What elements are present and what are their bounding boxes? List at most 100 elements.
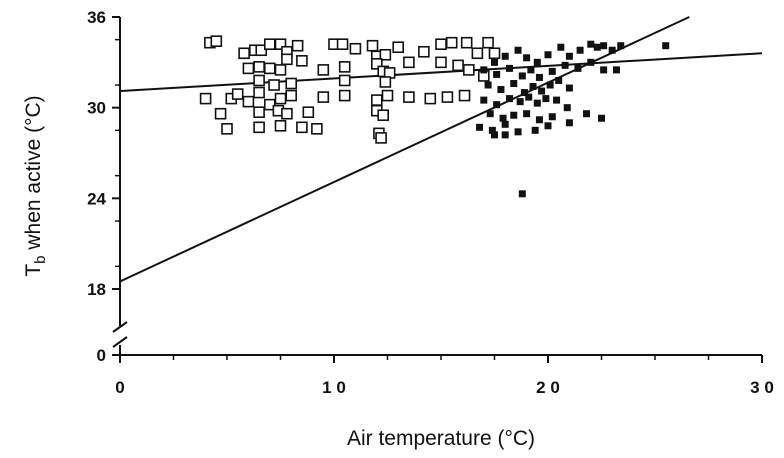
open-square-point [253, 74, 265, 87]
filled-square-point [546, 81, 554, 89]
x-tick-label: 1 0 [322, 378, 346, 397]
filled-square-point [538, 87, 546, 95]
open-square-point [441, 91, 454, 103]
open-square-point [452, 59, 464, 72]
filled-square-point [476, 123, 484, 131]
y-tick-label: 24 [87, 189, 106, 208]
filled-square-point [527, 66, 535, 74]
open-square-point [366, 39, 379, 52]
filled-square-point [565, 84, 573, 92]
filled-square-point [600, 42, 608, 50]
filled-square-point [501, 131, 509, 139]
regression-lines [119, 16, 763, 283]
open-square-point [285, 89, 298, 102]
open-square-point [377, 109, 390, 122]
open-square-point [231, 88, 244, 100]
open-square-point [274, 64, 287, 76]
filled-square-point [583, 110, 591, 118]
open-square-point [253, 121, 265, 134]
filled-square-point [505, 64, 513, 72]
open-square-point [285, 77, 298, 90]
filled-square-point [480, 96, 488, 104]
filled-square-point [486, 110, 494, 118]
open-square-point [263, 98, 276, 111]
filled-square-point [520, 89, 528, 97]
filled-square-point [544, 51, 552, 59]
open-square-point [221, 123, 233, 135]
open-square-point [274, 92, 287, 105]
filled-square-point [608, 46, 616, 54]
open-square-point [336, 38, 349, 51]
filled-square-point [491, 131, 498, 139]
open-square-point [268, 79, 280, 91]
open-square-point [338, 61, 351, 73]
filled-square-point [514, 46, 522, 54]
open-square-point [274, 38, 287, 51]
open-square-point [291, 39, 304, 52]
open-square-point [253, 61, 265, 73]
open-square-point [424, 92, 437, 105]
filled-square-point [529, 83, 537, 91]
open-square-point [370, 94, 383, 106]
open-square-point [445, 36, 458, 49]
open-square-point [338, 74, 351, 87]
filled-square-point [557, 43, 565, 51]
filled-square-point [576, 46, 584, 54]
y-tick-label: 30 [87, 99, 106, 118]
filled-square-point [555, 76, 563, 84]
filled-square-point [493, 70, 501, 78]
filled-square-point [574, 64, 582, 72]
filled-square-point [553, 96, 561, 104]
open-square-point [338, 89, 351, 102]
filled-square-point [535, 73, 543, 81]
filled-square-point [612, 66, 620, 74]
open-square-point [403, 91, 415, 103]
open-square-point [296, 55, 308, 67]
filled-square-point [662, 42, 670, 50]
filled-square-point [491, 58, 498, 66]
y-axis-title: Tb when active (°C) [22, 95, 49, 276]
open-square-point [381, 89, 394, 102]
filled-square-point [533, 58, 541, 66]
filled-square-point [514, 128, 522, 136]
open-square-point [255, 44, 268, 57]
filled-square-point [501, 52, 509, 60]
open-square-point [460, 36, 473, 49]
y-tick-label: 18 [87, 280, 106, 299]
open-square-point [458, 89, 471, 102]
axis-break-mark-lower [112, 336, 128, 348]
open-square-point [488, 47, 501, 60]
filled-square-point [484, 81, 492, 89]
axis-break-mark-upper [112, 321, 128, 333]
open-square-point [403, 56, 415, 69]
filled-square-point [535, 116, 543, 124]
filled-square-point [518, 72, 526, 80]
filled-square-point [510, 111, 518, 119]
filled-square-point [501, 120, 509, 128]
open-square-point [311, 123, 323, 135]
filled-square-point [533, 99, 541, 107]
filled-square-point [499, 114, 507, 122]
x-tick-label: 0 [115, 378, 124, 397]
open-square-point [242, 62, 255, 75]
filled-square-point [531, 126, 539, 134]
open-square-point [253, 86, 265, 99]
open-square-point [302, 106, 315, 118]
y-ticks: 0 18 24 30 36 [87, 8, 120, 365]
y-tick-label: 36 [87, 8, 106, 27]
filled-square-point [505, 95, 513, 103]
open-square-point [281, 107, 293, 120]
filled-square-point [587, 58, 595, 66]
filled-square-point [488, 126, 496, 134]
open-square-point [349, 42, 362, 55]
open-square-point [379, 76, 392, 88]
open-square-point [214, 107, 227, 120]
open-square-point [392, 41, 405, 54]
filled-square-point [544, 122, 552, 130]
filled-square-point [598, 114, 605, 122]
filled-square-point [561, 61, 569, 69]
regression-line [119, 52, 763, 93]
x-ticks: 0 1 0 2 0 3 0 [115, 355, 774, 397]
filled-square-point [563, 104, 571, 112]
